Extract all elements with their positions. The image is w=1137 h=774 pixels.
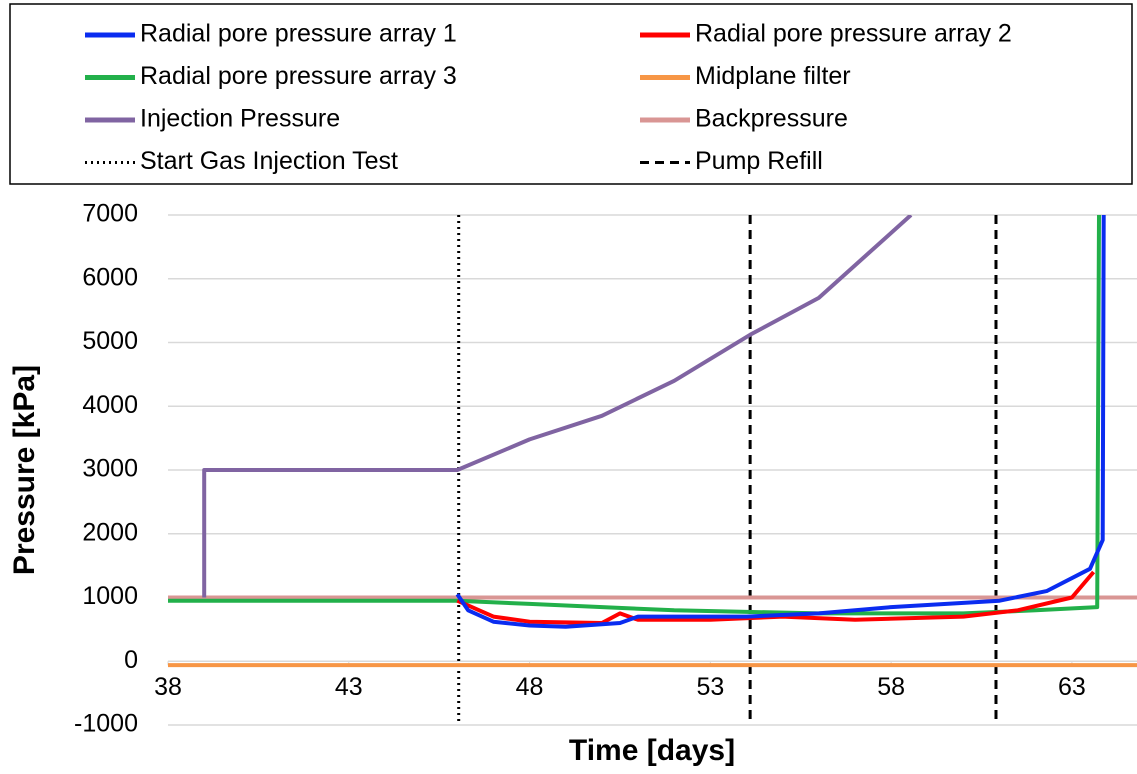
y-tick-label: 3000: [82, 455, 138, 483]
y-tick-label: 6000: [82, 263, 138, 291]
x-tick-label: 53: [696, 673, 724, 701]
x-tick-label: 48: [516, 673, 544, 701]
series-line: [202, 215, 913, 598]
series-line: [455, 215, 1106, 629]
legend-label: Start Gas Injection Test: [140, 147, 398, 175]
y-tick-label: 0: [124, 646, 138, 674]
series-line: [456, 570, 1096, 625]
legend-box: [9, 3, 1133, 185]
y-axis-title: Pressure [kPa]: [8, 365, 41, 575]
x-tick-label: 38: [154, 673, 182, 701]
legend-label: Radial pore pressure array 3: [140, 62, 457, 90]
legend-label: Midplane filter: [695, 62, 851, 90]
y-tick-label: -1000: [74, 710, 138, 738]
y-tick-label: 7000: [82, 200, 138, 228]
x-tick-label: 63: [1058, 673, 1086, 701]
legend-label: Radial pore pressure array 2: [695, 20, 1012, 48]
plot-area: [168, 215, 1137, 725]
y-tick-label: 2000: [82, 518, 138, 546]
y-tick-label: 1000: [82, 582, 138, 610]
legend-label: Injection Pressure: [140, 105, 340, 133]
x-tick-label: 43: [335, 673, 363, 701]
y-tick-label: 4000: [82, 391, 138, 419]
series-line: [168, 215, 1101, 616]
x-axis-title: Time [days]: [569, 734, 735, 767]
x-tick-label: 58: [877, 673, 905, 701]
legend-label: Backpressure: [695, 105, 848, 133]
y-tick-label: 5000: [82, 327, 138, 355]
legend-label: Pump Refill: [695, 147, 823, 175]
legend-label: Radial pore pressure array 1: [140, 20, 457, 48]
